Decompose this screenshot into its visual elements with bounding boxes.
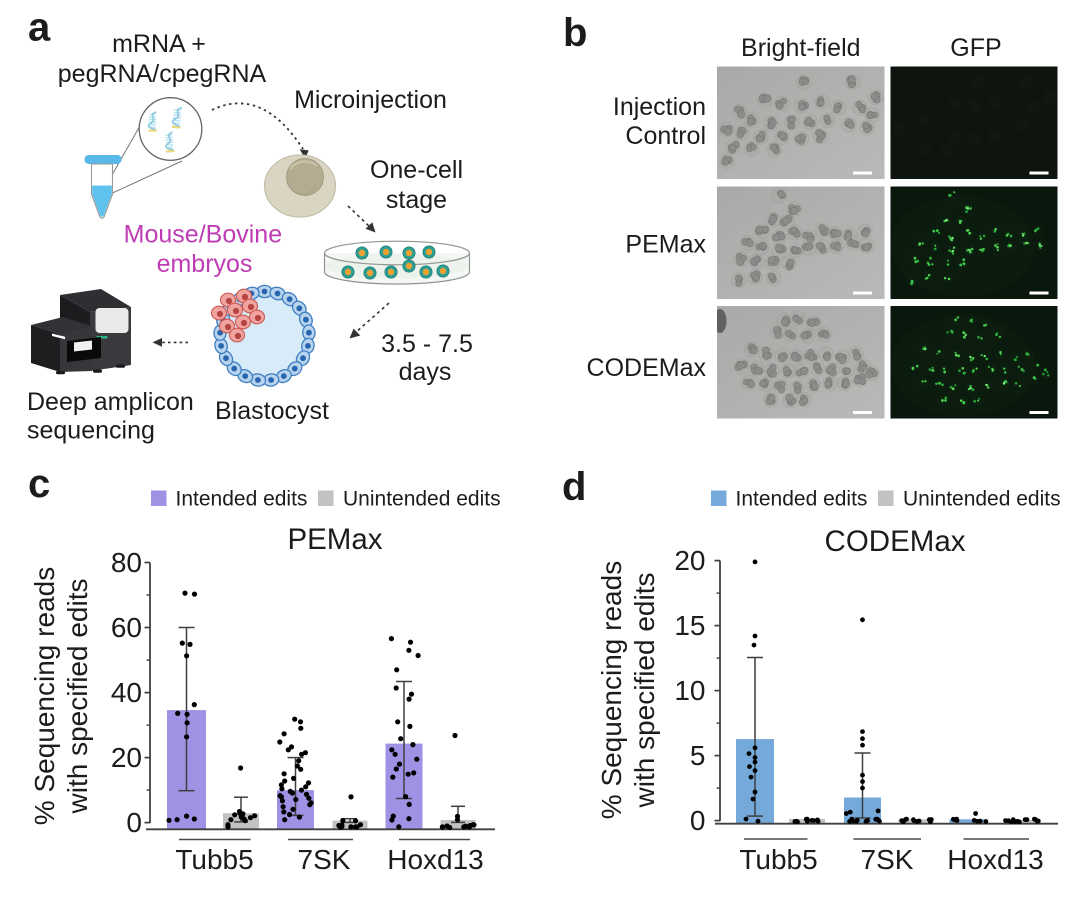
svg-text:40: 40 xyxy=(111,677,142,708)
svg-text:Intended edits: Intended edits xyxy=(736,488,868,511)
svg-text:embryos: embryos xyxy=(157,250,253,278)
svg-text:% Sequencing reads: % Sequencing reads xyxy=(596,561,627,819)
svg-text:CODEMax: CODEMax xyxy=(587,354,707,382)
svg-text:0: 0 xyxy=(126,807,142,838)
svg-text:Unintended edits: Unintended edits xyxy=(903,488,1061,511)
svg-text:Deep amplicon: Deep amplicon xyxy=(27,388,194,416)
svg-text:60: 60 xyxy=(111,612,142,643)
svg-text:b: b xyxy=(563,11,587,55)
svg-text:Injection: Injection xyxy=(613,93,706,121)
svg-text:Bright-field: Bright-field xyxy=(741,34,861,62)
svg-text:CODEMax: CODEMax xyxy=(825,525,966,558)
svg-text:Microinjection: Microinjection xyxy=(294,86,447,114)
svg-text:7SK: 7SK xyxy=(298,844,351,875)
svg-text:Tubb5: Tubb5 xyxy=(175,844,253,875)
svg-text:pegRNA/cpegRNA: pegRNA/cpegRNA xyxy=(58,60,267,88)
svg-text:15: 15 xyxy=(674,610,705,641)
svg-text:% Sequencing reads: % Sequencing reads xyxy=(29,567,60,825)
svg-text:0: 0 xyxy=(690,805,706,836)
svg-text:c: c xyxy=(28,462,50,506)
svg-text:5: 5 xyxy=(690,740,706,771)
svg-text:PEMax: PEMax xyxy=(625,231,706,259)
svg-text:GFP: GFP xyxy=(950,34,1001,62)
svg-text:Hoxd13: Hoxd13 xyxy=(947,844,1044,875)
svg-text:days: days xyxy=(399,358,452,386)
svg-text:Hoxd13: Hoxd13 xyxy=(387,844,484,875)
svg-text:One-cell: One-cell xyxy=(370,156,463,184)
svg-text:stage: stage xyxy=(386,186,447,214)
svg-text:PEMax: PEMax xyxy=(287,523,382,556)
svg-text:Control: Control xyxy=(625,122,706,150)
svg-text:Blastocyst: Blastocyst xyxy=(215,397,329,425)
svg-text:7SK: 7SK xyxy=(861,844,914,875)
svg-text:with specified edits: with specified edits xyxy=(629,572,660,808)
svg-text:10: 10 xyxy=(674,675,705,706)
svg-text:3.5 - 7.5: 3.5 - 7.5 xyxy=(381,330,473,358)
svg-text:Mouse/Bovine: Mouse/Bovine xyxy=(124,221,282,249)
svg-text:a: a xyxy=(28,6,51,50)
svg-text:20: 20 xyxy=(674,545,705,576)
svg-text:d: d xyxy=(562,465,586,509)
svg-text:20: 20 xyxy=(111,742,142,773)
svg-text:80: 80 xyxy=(111,547,142,578)
svg-text:with specified edits: with specified edits xyxy=(62,578,93,814)
svg-text:Unintended edits: Unintended edits xyxy=(343,488,501,511)
svg-text:sequencing: sequencing xyxy=(27,417,155,445)
svg-text:Intended edits: Intended edits xyxy=(176,488,308,511)
svg-text:mRNA +: mRNA + xyxy=(112,30,206,58)
svg-text:Tubb5: Tubb5 xyxy=(739,844,817,875)
